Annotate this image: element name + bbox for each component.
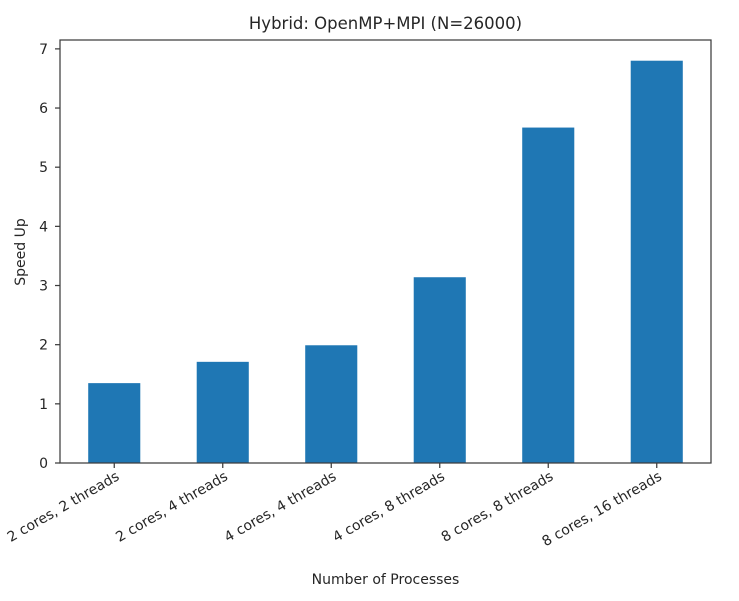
bar [196,361,249,463]
x-tick-label: 8 cores, 16 threads [540,469,665,551]
bar [630,60,683,463]
bar [413,277,466,463]
x-tick-label: 4 cores, 8 threads [330,469,447,546]
chart-title: Hybrid: OpenMP+MPI (N=26000) [249,14,522,33]
x-tick-label: 2 cores, 2 threads [5,469,122,546]
y-tick-label: 2 [39,338,48,354]
y-axis-label: Speed Up [13,218,29,286]
y-tick-label: 5 [39,160,48,176]
bar [522,127,575,463]
y-tick-label: 0 [39,456,48,472]
y-tick-label: 1 [39,397,48,413]
bars-group [88,60,683,463]
y-axis: 0 1 2 3 4 5 6 7 [39,42,60,472]
y-tick-label: 7 [39,42,48,58]
y-tick-label: 3 [39,279,48,295]
x-axis-label: Number of Processes [312,572,460,588]
plot-frame [59,39,712,464]
x-tick-label: 8 cores, 8 threads [439,469,556,546]
x-tick-label: 2 cores, 4 threads [113,469,230,546]
bar [305,345,358,463]
x-tick-label: 4 cores, 4 threads [222,469,339,546]
bar [88,383,141,463]
y-tick-label: 6 [39,101,48,117]
y-tick-label: 4 [39,219,48,235]
